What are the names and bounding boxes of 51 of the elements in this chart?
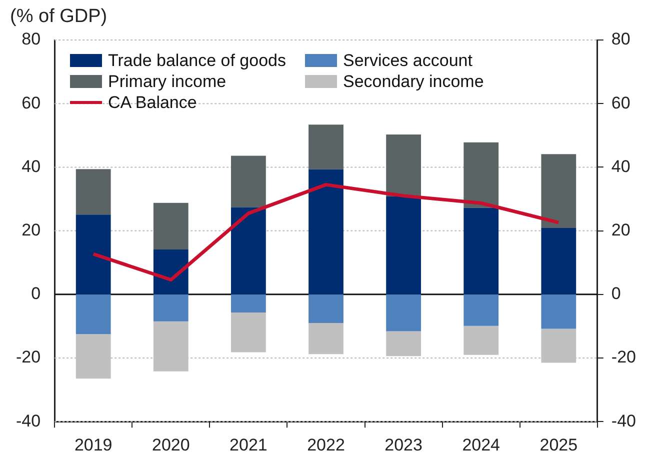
bar bbox=[386, 294, 421, 332]
bar bbox=[464, 326, 499, 355]
x-tick-label: 2025 bbox=[540, 435, 578, 454]
x-tick-label: 2022 bbox=[307, 435, 345, 454]
bar bbox=[541, 228, 576, 294]
bar bbox=[541, 294, 576, 329]
bar bbox=[76, 214, 111, 294]
y2-tick-label: 40 bbox=[22, 156, 41, 176]
y2-tick-label: 60 bbox=[22, 93, 41, 112]
bar bbox=[308, 169, 344, 294]
bar bbox=[231, 207, 266, 294]
bar bbox=[231, 156, 266, 208]
y2-tick-label: 80 bbox=[22, 30, 41, 49]
chart-subtitle: (% of GDP) bbox=[10, 6, 108, 28]
bar bbox=[386, 196, 421, 294]
y-tick-label: -40 bbox=[611, 411, 636, 430]
bar bbox=[308, 294, 344, 324]
bar bbox=[386, 134, 421, 196]
y-tick-label: -20 bbox=[611, 348, 636, 367]
y-tick-label: 0 bbox=[611, 284, 621, 304]
y-tick-label: 60 bbox=[611, 93, 630, 112]
x-tick-label: 2020 bbox=[152, 435, 190, 454]
y-tick-label: 20 bbox=[611, 220, 630, 240]
bar bbox=[231, 312, 266, 352]
y2-tick-label: -20 bbox=[16, 348, 41, 367]
bar bbox=[464, 208, 499, 294]
legend-label: Trade balance of goods bbox=[108, 50, 286, 71]
bar bbox=[76, 169, 111, 215]
legend-label: Primary income bbox=[108, 71, 226, 92]
bar bbox=[541, 154, 576, 228]
bar bbox=[153, 250, 188, 294]
y2-tick-label: -40 bbox=[16, 411, 41, 430]
y2-tick-label: 20 bbox=[22, 220, 41, 240]
bar bbox=[308, 323, 344, 354]
bar bbox=[464, 294, 499, 326]
x-tick-label: 2024 bbox=[462, 435, 500, 454]
x-tick-label: 2019 bbox=[74, 435, 112, 454]
legend-label: CA Balance bbox=[108, 92, 197, 113]
y2-tick-label: 0 bbox=[31, 284, 41, 304]
bar bbox=[76, 294, 111, 334]
legend-label: Secondary income bbox=[343, 71, 484, 92]
bar bbox=[464, 142, 499, 208]
y-tick-label: 40 bbox=[611, 156, 630, 176]
y-tick-label: 80 bbox=[611, 30, 630, 49]
x-tick-label: 2023 bbox=[384, 435, 422, 454]
bar bbox=[153, 294, 188, 322]
bar bbox=[231, 294, 266, 313]
bar bbox=[153, 202, 188, 250]
bar bbox=[308, 124, 344, 170]
x-tick-label: 2021 bbox=[230, 435, 268, 454]
legend-label: Services account bbox=[343, 50, 472, 71]
